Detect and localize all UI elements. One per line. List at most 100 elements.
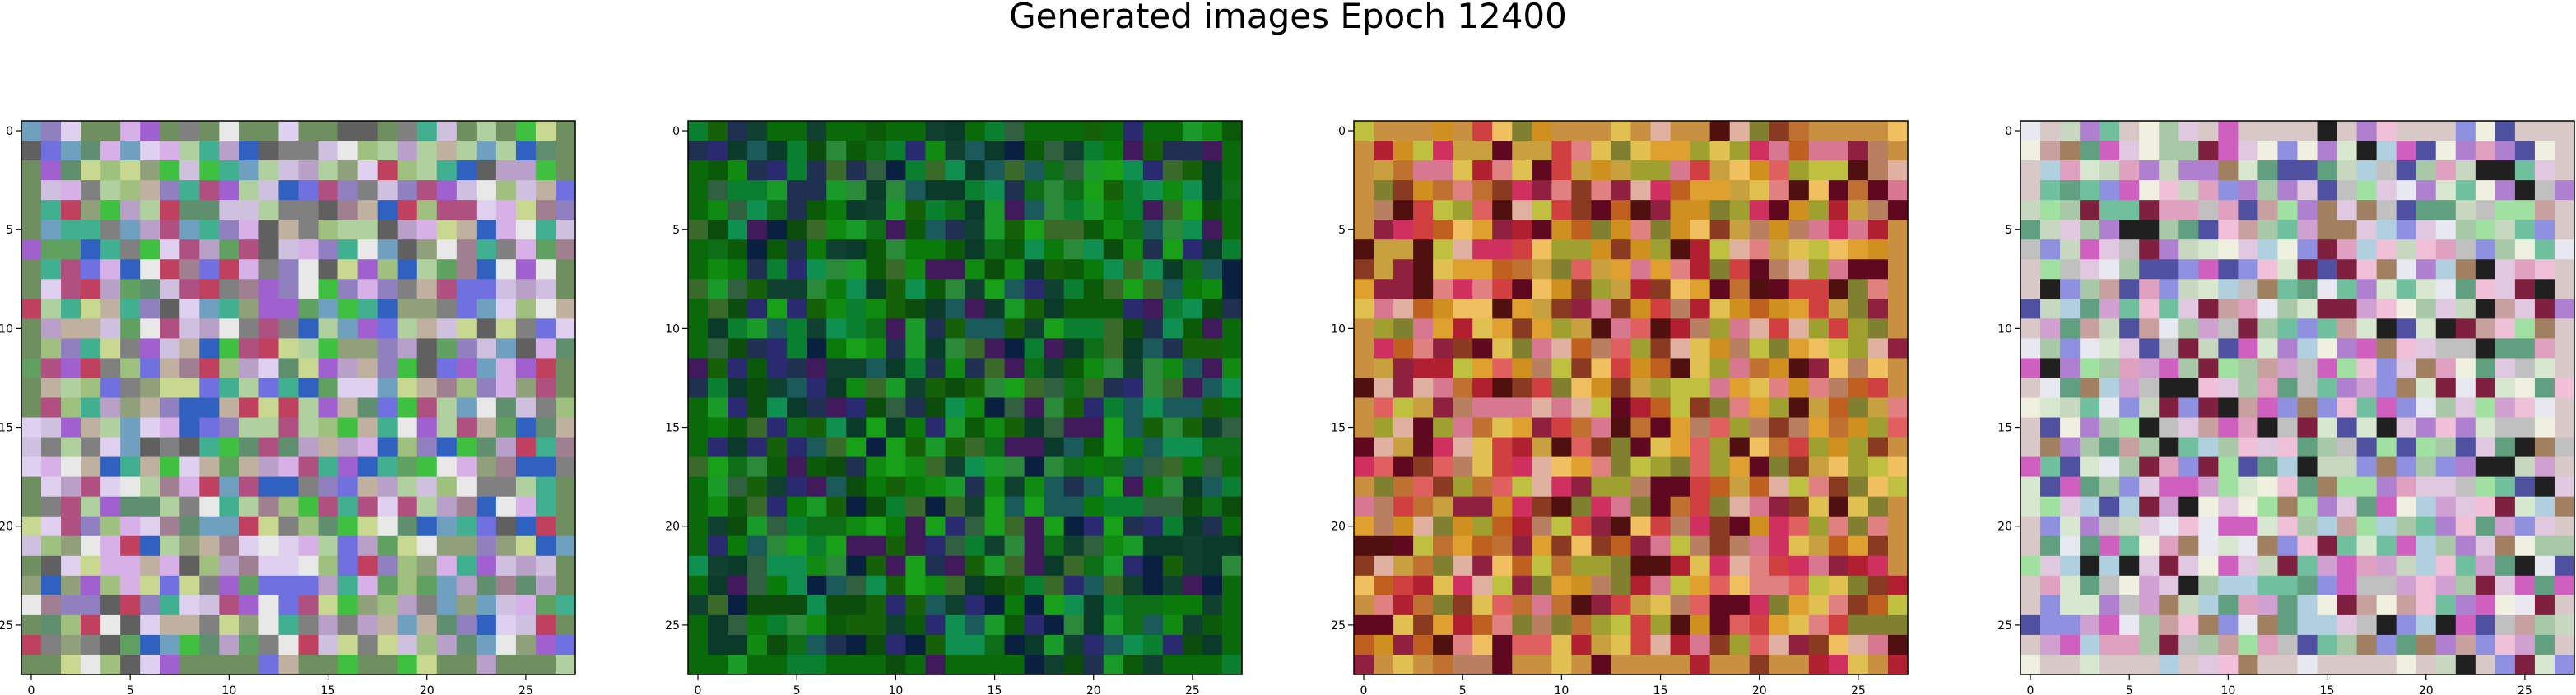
pixel-cell — [965, 437, 986, 458]
pixel-cell — [1374, 121, 1394, 141]
pixel-cell — [945, 575, 966, 596]
pixel-cell — [1630, 121, 1652, 141]
pixel-cell — [377, 634, 398, 656]
pixel-cell — [456, 299, 477, 319]
pixel-cell — [318, 456, 339, 478]
pixel-cell — [21, 575, 42, 596]
pixel-cell — [886, 397, 906, 419]
y-tick-label: 25 — [1331, 619, 1346, 632]
pixel-cell — [2178, 358, 2199, 379]
pixel-cell — [1690, 654, 1711, 675]
pixel-cell — [258, 239, 280, 260]
pixel-cell — [21, 535, 42, 557]
pixel-cell — [278, 595, 300, 616]
pixel-cell — [1828, 180, 1849, 201]
pixel-cell — [2218, 180, 2239, 201]
pixel-cell — [1453, 555, 1473, 577]
pixel-cell — [1551, 180, 1572, 201]
pixel-cell — [2376, 417, 2397, 438]
pixel-cell — [1453, 437, 1473, 458]
pixel-cell — [905, 634, 927, 656]
pixel-cell — [2337, 200, 2358, 220]
pixel-cell — [1867, 200, 1889, 220]
pixel-cell — [866, 180, 886, 201]
pixel-cell — [535, 378, 556, 399]
pixel-cell — [2297, 180, 2318, 201]
pixel-cell — [2495, 338, 2516, 359]
pixel-cell — [21, 437, 42, 458]
pixel-cell — [120, 180, 141, 201]
pixel-cell — [1044, 121, 1065, 141]
pixel-cell — [416, 200, 438, 220]
pixel-cell — [1591, 496, 1612, 517]
pixel-cell — [1532, 121, 1552, 141]
pixel-cell — [826, 516, 847, 537]
pixel-cell — [1492, 614, 1513, 636]
pixel-cell — [2475, 121, 2496, 141]
pixel-cell — [1162, 516, 1183, 537]
pixel-cell — [807, 496, 827, 517]
pixel-cell — [1453, 654, 1473, 675]
pixel-cell — [1413, 141, 1434, 161]
pixel-cell — [2435, 200, 2457, 220]
pixel-cell — [688, 634, 709, 656]
pixel-cell — [140, 121, 160, 141]
pixel-cell — [2277, 417, 2299, 438]
pixel-cell — [1004, 634, 1025, 656]
pixel-cell — [984, 634, 1006, 656]
pixel-cell — [1453, 634, 1473, 656]
pixel-cell — [100, 456, 121, 478]
pixel-cell — [1413, 318, 1434, 339]
pixel-cell — [1690, 239, 1711, 260]
pixel-cell — [826, 555, 847, 577]
pixel-cell — [1512, 535, 1532, 557]
pixel-cell — [787, 397, 807, 419]
pixel-cell — [298, 634, 319, 656]
pixel-cell — [1083, 555, 1104, 577]
pixel-cell — [2257, 318, 2279, 339]
pixel-cell — [1393, 220, 1414, 240]
pixel-cell — [1182, 654, 1203, 675]
pixel-cell — [2317, 239, 2338, 260]
pixel-cell — [1453, 318, 1473, 339]
pixel-cell — [61, 180, 81, 201]
pixel-cell — [436, 378, 458, 399]
pixel-cell — [120, 318, 141, 339]
pixel-cell — [1063, 516, 1085, 537]
pixel-cell — [278, 121, 300, 141]
pixel-cell — [1512, 259, 1532, 280]
pixel-cell — [747, 220, 768, 240]
y-tick-label: 0 — [6, 125, 13, 138]
pixel-cell — [515, 555, 537, 577]
pixel-cell — [2317, 417, 2338, 438]
pixel-cell — [1630, 318, 1652, 339]
pixel-cell — [2356, 397, 2378, 419]
pixel-cell — [1221, 180, 1243, 201]
pixel-cell — [1848, 200, 1869, 220]
pixel-cell — [1690, 575, 1711, 596]
pixel-cell — [2297, 575, 2318, 596]
pixel-cell — [1670, 279, 1691, 299]
pixel-cell — [1690, 535, 1711, 557]
pixel-cell — [456, 318, 477, 339]
pixel-cell — [535, 496, 556, 517]
pixel-cell — [807, 378, 827, 399]
pixel-cell — [2376, 279, 2397, 299]
axes-frame — [687, 120, 1243, 675]
pixel-cell — [2198, 516, 2219, 537]
pixel-cell — [1202, 417, 1223, 438]
pixel-cell — [1024, 121, 1045, 141]
pixel-cell — [357, 417, 379, 438]
pixel-cell — [886, 338, 906, 359]
pixel-cell — [2238, 614, 2259, 636]
pixel-cell — [1749, 141, 1770, 161]
pixel-cell — [2099, 614, 2120, 636]
pixel-cell — [416, 121, 438, 141]
pixel-cell — [120, 417, 141, 438]
pixel-cell — [1103, 397, 1124, 419]
pixel-cell — [767, 654, 788, 675]
pixel-cell — [2159, 634, 2179, 656]
pixel-cell — [476, 358, 497, 379]
pixel-cell — [1650, 180, 1672, 201]
pixel-cell — [1591, 555, 1612, 577]
